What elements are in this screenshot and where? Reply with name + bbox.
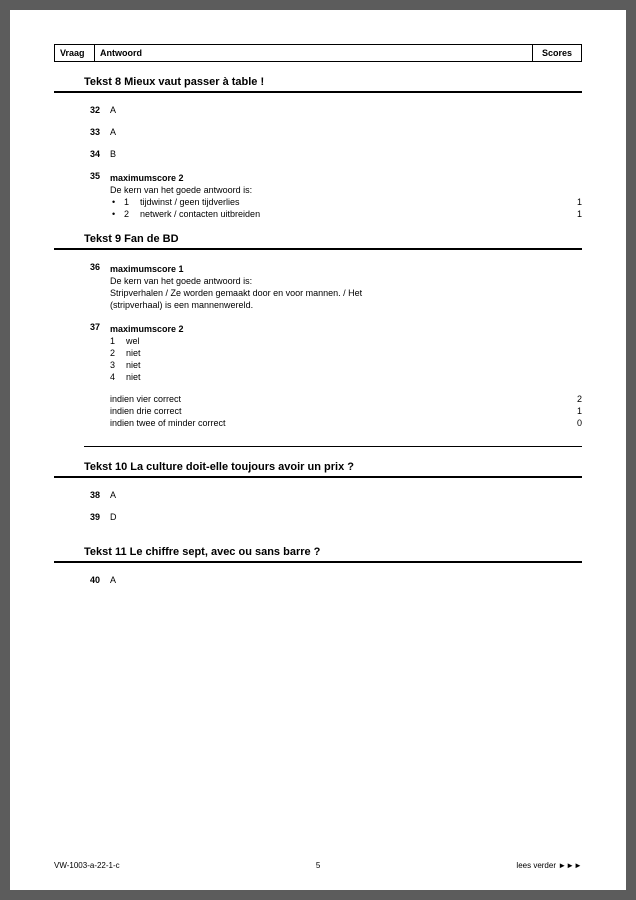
q37-s1: indien vier correct 2 [110, 394, 582, 404]
q37-s1-txt: indien vier correct [110, 394, 552, 404]
section-tekst9: Tekst 9 Fan de BD 36 maximumscore 1 De k… [54, 233, 582, 447]
q35-sub: De kern van het goede antwoord is: [110, 185, 582, 195]
q33-ans: A [110, 127, 582, 137]
q35-b2-score: 1 [552, 209, 582, 219]
q37-s2-score: 1 [552, 406, 582, 416]
q37-num: 37 [54, 322, 110, 332]
q35-b2-txt: netwerk / contacten uitbreiden [140, 209, 552, 219]
q33-num: 33 [54, 127, 110, 137]
q34-ans: B [110, 149, 582, 159]
q37-row: 37 maximumscore 2 1 wel 2 niet 3 niet 4 … [54, 322, 582, 428]
header-antwoord: Antwoord [95, 45, 533, 61]
section-tekst8: Tekst 8 Mieux vaut passer à table ! 32 A… [54, 76, 582, 219]
q35-head: maximumscore 2 [110, 173, 582, 183]
q37-s2-txt: indien drie correct [110, 406, 552, 416]
group-end-rule [84, 446, 582, 447]
footer-center: 5 [316, 861, 320, 870]
q38-row: 38 A [54, 490, 582, 500]
q39-ans: D [110, 512, 582, 522]
rule [54, 561, 582, 563]
q32-ans: A [110, 105, 582, 115]
q37-r4-num: 4 [110, 372, 126, 382]
q40-ans: A [110, 575, 582, 585]
q36-num: 36 [54, 262, 110, 272]
header-scores: Scores [533, 45, 581, 61]
footer-left: VW-1003-a-22-1-c [54, 861, 120, 870]
q37-r1-txt: wel [126, 336, 582, 346]
q37-r4-txt: niet [126, 372, 582, 382]
rule [54, 476, 582, 478]
q37-s3-score: 0 [552, 418, 582, 428]
q37-r4: 4 niet [110, 372, 582, 382]
q35-ans: maximumscore 2 De kern van het goede ant… [110, 171, 582, 219]
bullet-icon: • [110, 209, 124, 219]
q32-row: 32 A [54, 105, 582, 115]
rule [54, 91, 582, 93]
q32-num: 32 [54, 105, 110, 115]
q35-b1-score: 1 [552, 197, 582, 207]
q38-ans: A [110, 490, 582, 500]
q37-r3-txt: niet [126, 360, 582, 370]
q37-s1-score: 2 [552, 394, 582, 404]
section-title-tekst8: Tekst 8 Mieux vaut passer à table ! [54, 76, 582, 91]
q35-num: 35 [54, 171, 110, 181]
q35-b1: • 1 tijdwinst / geen tijdverlies 1 [110, 197, 582, 207]
q33-row: 33 A [54, 127, 582, 137]
q39-num: 39 [54, 512, 110, 522]
q36-row: 36 maximumscore 1 De kern van het goede … [54, 262, 582, 310]
q35-b2-num: 2 [124, 209, 140, 219]
q37-r2-num: 2 [110, 348, 126, 358]
q37-head: maximumscore 2 [110, 324, 582, 334]
q36-sub: De kern van het goede antwoord is: [110, 276, 582, 286]
footer: VW-1003-a-22-1-c 5 lees verder ►►► [54, 861, 582, 870]
q36-ans: maximumscore 1 De kern van het goede ant… [110, 262, 582, 310]
q35-b2: • 2 netwerk / contacten uitbreiden 1 [110, 209, 582, 219]
q37-ans: maximumscore 2 1 wel 2 niet 3 niet 4 nie… [110, 322, 582, 428]
q37-s3: indien twee of minder correct 0 [110, 418, 582, 428]
q37-s2: indien drie correct 1 [110, 406, 582, 416]
q35-b1-num: 1 [124, 197, 140, 207]
q35-b1-txt: tijdwinst / geen tijdverlies [140, 197, 552, 207]
q36-text1: Stripverhalen / Ze worden gemaakt door e… [110, 288, 582, 298]
q37-r2-txt: niet [126, 348, 582, 358]
q34-num: 34 [54, 149, 110, 159]
q36-head: maximumscore 1 [110, 264, 582, 274]
section-title-tekst9: Tekst 9 Fan de BD [54, 233, 582, 248]
section-tekst10: Tekst 10 La culture doit-elle toujours a… [54, 461, 582, 522]
q37-s3-txt: indien twee of minder correct [110, 418, 552, 428]
q37-r1-num: 1 [110, 336, 126, 346]
q40-row: 40 A [54, 575, 582, 585]
q38-num: 38 [54, 490, 110, 500]
header-bar: Vraag Antwoord Scores [54, 44, 582, 62]
q35-row: 35 maximumscore 2 De kern van het goede … [54, 171, 582, 219]
q34-row: 34 B [54, 149, 582, 159]
section-tekst11: Tekst 11 Le chiffre sept, avec ou sans b… [54, 546, 582, 585]
rule [54, 248, 582, 250]
q37-r3: 3 niet [110, 360, 582, 370]
section-title-tekst10: Tekst 10 La culture doit-elle toujours a… [54, 461, 582, 476]
q40-num: 40 [54, 575, 110, 585]
header-vraag: Vraag [55, 45, 95, 61]
q37-r2: 2 niet [110, 348, 582, 358]
bullet-icon: • [110, 197, 124, 207]
q37-r1: 1 wel [110, 336, 582, 346]
section-title-tekst11: Tekst 11 Le chiffre sept, avec ou sans b… [54, 546, 582, 561]
footer-right: lees verder ►►► [516, 861, 582, 870]
q37-r3-num: 3 [110, 360, 126, 370]
q39-row: 39 D [54, 512, 582, 522]
q36-text2: (stripverhaal) is een mannenwereld. [110, 300, 582, 310]
